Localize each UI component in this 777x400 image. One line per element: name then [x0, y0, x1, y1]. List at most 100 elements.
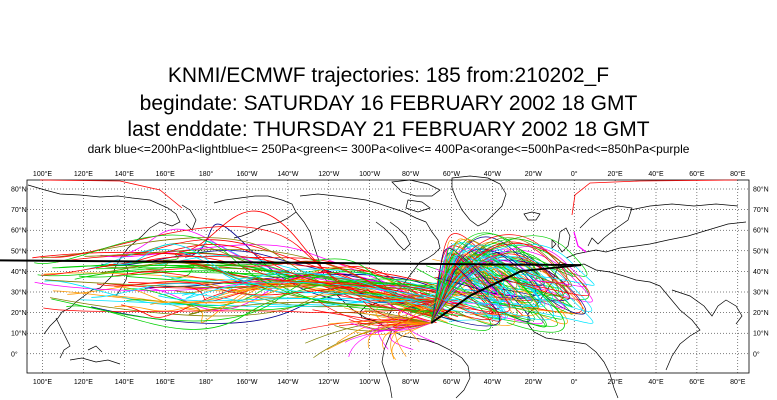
- lat-label-left: 50°N: [11, 247, 27, 255]
- trajectory-line: [430, 243, 590, 324]
- trajectory-line: [52, 261, 463, 294]
- trajectory-line: [113, 243, 441, 310]
- trajectory-line: [108, 244, 454, 315]
- lon-label-top: 160°W: [236, 170, 257, 178]
- lon-label-top: 20°W: [525, 170, 543, 178]
- trajectory-line: [430, 256, 546, 324]
- trajectory-map: 100°E 100°E 120°E 120°E 140°E 140°E 160°E 160°E…: [0, 170, 769, 399]
- lon-label-top: 120°W: [318, 170, 339, 178]
- lon-label-bottom: 100°E: [33, 378, 52, 386]
- title-line-2: begindate: SATURDAY 16 FEBRUARY 2002 18 …: [139, 92, 638, 115]
- lon-label-top: 80°W: [402, 170, 420, 178]
- lon-label-top: 120°E: [74, 170, 93, 178]
- lon-label-bottom: 20°E: [607, 378, 623, 386]
- main-trajectory-line: [0, 259, 582, 324]
- trajectory-line: [34, 277, 441, 295]
- lat-label-left: 40°N: [11, 268, 27, 276]
- lon-label-bottom: 160°W: [236, 378, 257, 386]
- trajectory-line: [430, 254, 506, 324]
- trajectory-line: [114, 283, 435, 318]
- lon-label-bottom: 120°W: [318, 378, 339, 386]
- lat-label-left: 10°N: [11, 330, 27, 338]
- lon-label-top: 80°E: [730, 170, 746, 178]
- lon-label-top: 180°: [199, 170, 214, 178]
- coastline-alaska: [213, 195, 297, 239]
- lon-label-top: 60°E: [689, 170, 705, 178]
- lon-label-bottom: 60°E: [689, 378, 705, 386]
- map-labels: 100°E 100°E 120°E 120°E 140°E 140°E 160°E 160°E…: [11, 170, 769, 386]
- trajectory-line: [159, 292, 459, 306]
- lon-label-top: 20°E: [607, 170, 623, 178]
- trajectory-line: [80, 299, 440, 310]
- lon-label-bottom: 80°E: [730, 378, 746, 386]
- trajectory-line: [387, 302, 432, 324]
- lat-label-right: 80°N: [753, 186, 769, 194]
- lat-label-right: 20°N: [753, 309, 769, 317]
- coastline-russia-north: [629, 203, 739, 211]
- lat-label-left: 0°: [11, 350, 18, 358]
- trajectory-line: [430, 243, 595, 324]
- lon-label-top: 0°: [571, 170, 578, 178]
- map-frame: [26, 179, 750, 374]
- lon-label-bottom: 120°E: [74, 378, 93, 386]
- trajectory-line: [430, 254, 511, 324]
- coastline-south-america: [391, 329, 471, 399]
- coastline-kamchatka: [181, 204, 197, 231]
- lon-label-bottom: 0°: [571, 378, 578, 386]
- coastline-indonesia: [69, 345, 121, 365]
- trajectory-line: [84, 248, 435, 317]
- title-line-3: last enddate: THURSDAY 21 FEBRUARY 2002 …: [127, 118, 650, 141]
- lon-label-bottom: 140°E: [115, 378, 134, 386]
- lon-label-bottom: 180°: [199, 378, 214, 386]
- lon-label-bottom: 60°W: [443, 378, 461, 386]
- trajectory-line: [34, 234, 449, 317]
- coastline-canada-islands: [391, 179, 441, 213]
- lat-label-right: 40°N: [753, 268, 769, 276]
- lon-label-top: 40°W: [484, 170, 502, 178]
- lon-label-bottom: 80°W: [402, 378, 420, 386]
- trajectory-line: [312, 309, 432, 324]
- lon-label-bottom: 40°W: [484, 378, 502, 386]
- lat-label-left: 80°N: [11, 186, 27, 194]
- trajectory-line: [430, 248, 512, 324]
- trajectory-line: [102, 266, 448, 315]
- lon-label-bottom: 100°W: [359, 378, 380, 386]
- lat-label-right: 70°N: [753, 206, 769, 214]
- lon-label-bottom: 160°E: [156, 378, 175, 386]
- lat-label-right: 60°N: [753, 227, 769, 235]
- trajectory-line: [305, 320, 432, 344]
- trajectory-line: [158, 293, 436, 303]
- coastline-north-america-north: [299, 193, 427, 223]
- lat-label-right: 50°N: [753, 247, 769, 255]
- trajectory-line: [571, 179, 738, 216]
- lat-label-left: 30°N: [11, 289, 27, 297]
- lat-label-right: 10°N: [753, 330, 769, 338]
- trajectory-line: [39, 179, 183, 209]
- trajectory-line: [100, 262, 442, 314]
- trajectory-line: [49, 286, 433, 318]
- lon-label-bottom: 140°W: [277, 378, 298, 386]
- coastline-indochina: [55, 317, 71, 359]
- lon-label-top: 60°W: [443, 170, 461, 178]
- trajectory-line: [416, 247, 489, 324]
- pressure-legend: dark blue<=200hPa<lightblue<= 250Pa<gree…: [87, 142, 690, 156]
- coastline-arabia-india: [671, 289, 743, 325]
- trajectory-line: [40, 260, 457, 307]
- lon-label-top: 100°W: [359, 170, 380, 178]
- coastline-iceland: [523, 211, 541, 221]
- coastline-scandinavia: [579, 205, 633, 247]
- trajectory-line: [430, 235, 588, 324]
- lat-label-left: 60°N: [11, 227, 27, 235]
- lat-label-right: 30°N: [753, 289, 769, 297]
- lat-label-left: 70°N: [11, 206, 27, 214]
- trajectory-line: [161, 272, 450, 317]
- trajectory-line: [430, 246, 587, 324]
- coastline-uk: [551, 227, 571, 253]
- lon-label-bottom: 40°E: [648, 378, 664, 386]
- trajectories: [0, 179, 738, 360]
- trajectory-line: [119, 242, 452, 321]
- lon-label-top: 160°E: [156, 170, 175, 178]
- title-line-1: KNMI/ECMWF trajectories: 185 from:210202…: [167, 64, 610, 87]
- trajectory-line: [407, 300, 439, 326]
- trajectory-line: [186, 301, 459, 322]
